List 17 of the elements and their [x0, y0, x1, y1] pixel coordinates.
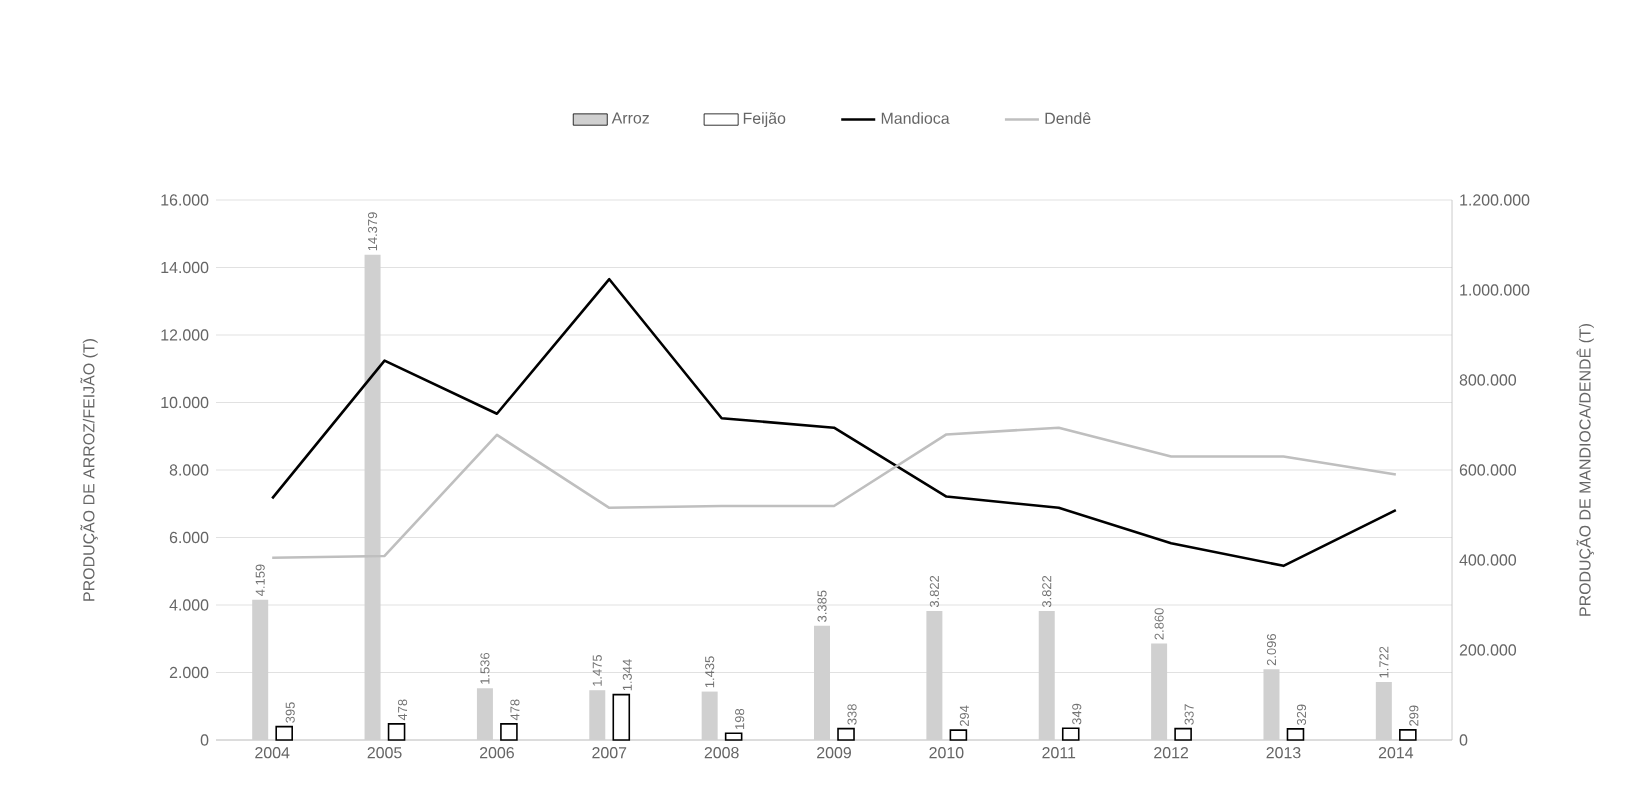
bar: [949, 729, 968, 741]
bar: [1399, 729, 1417, 741]
bar: [1286, 728, 1305, 741]
bar: [701, 691, 718, 740]
bar: [1061, 727, 1080, 741]
bar: [476, 688, 493, 740]
bar: [1375, 681, 1392, 740]
line-series: [270, 277, 1398, 568]
bar: [1174, 727, 1192, 741]
bar: [275, 725, 293, 741]
line-series: [270, 426, 1398, 560]
bar: [837, 727, 855, 741]
bar: [500, 723, 518, 741]
bar: [387, 723, 406, 741]
bar: [724, 732, 743, 741]
bar: [612, 693, 631, 741]
bar: [589, 690, 606, 740]
